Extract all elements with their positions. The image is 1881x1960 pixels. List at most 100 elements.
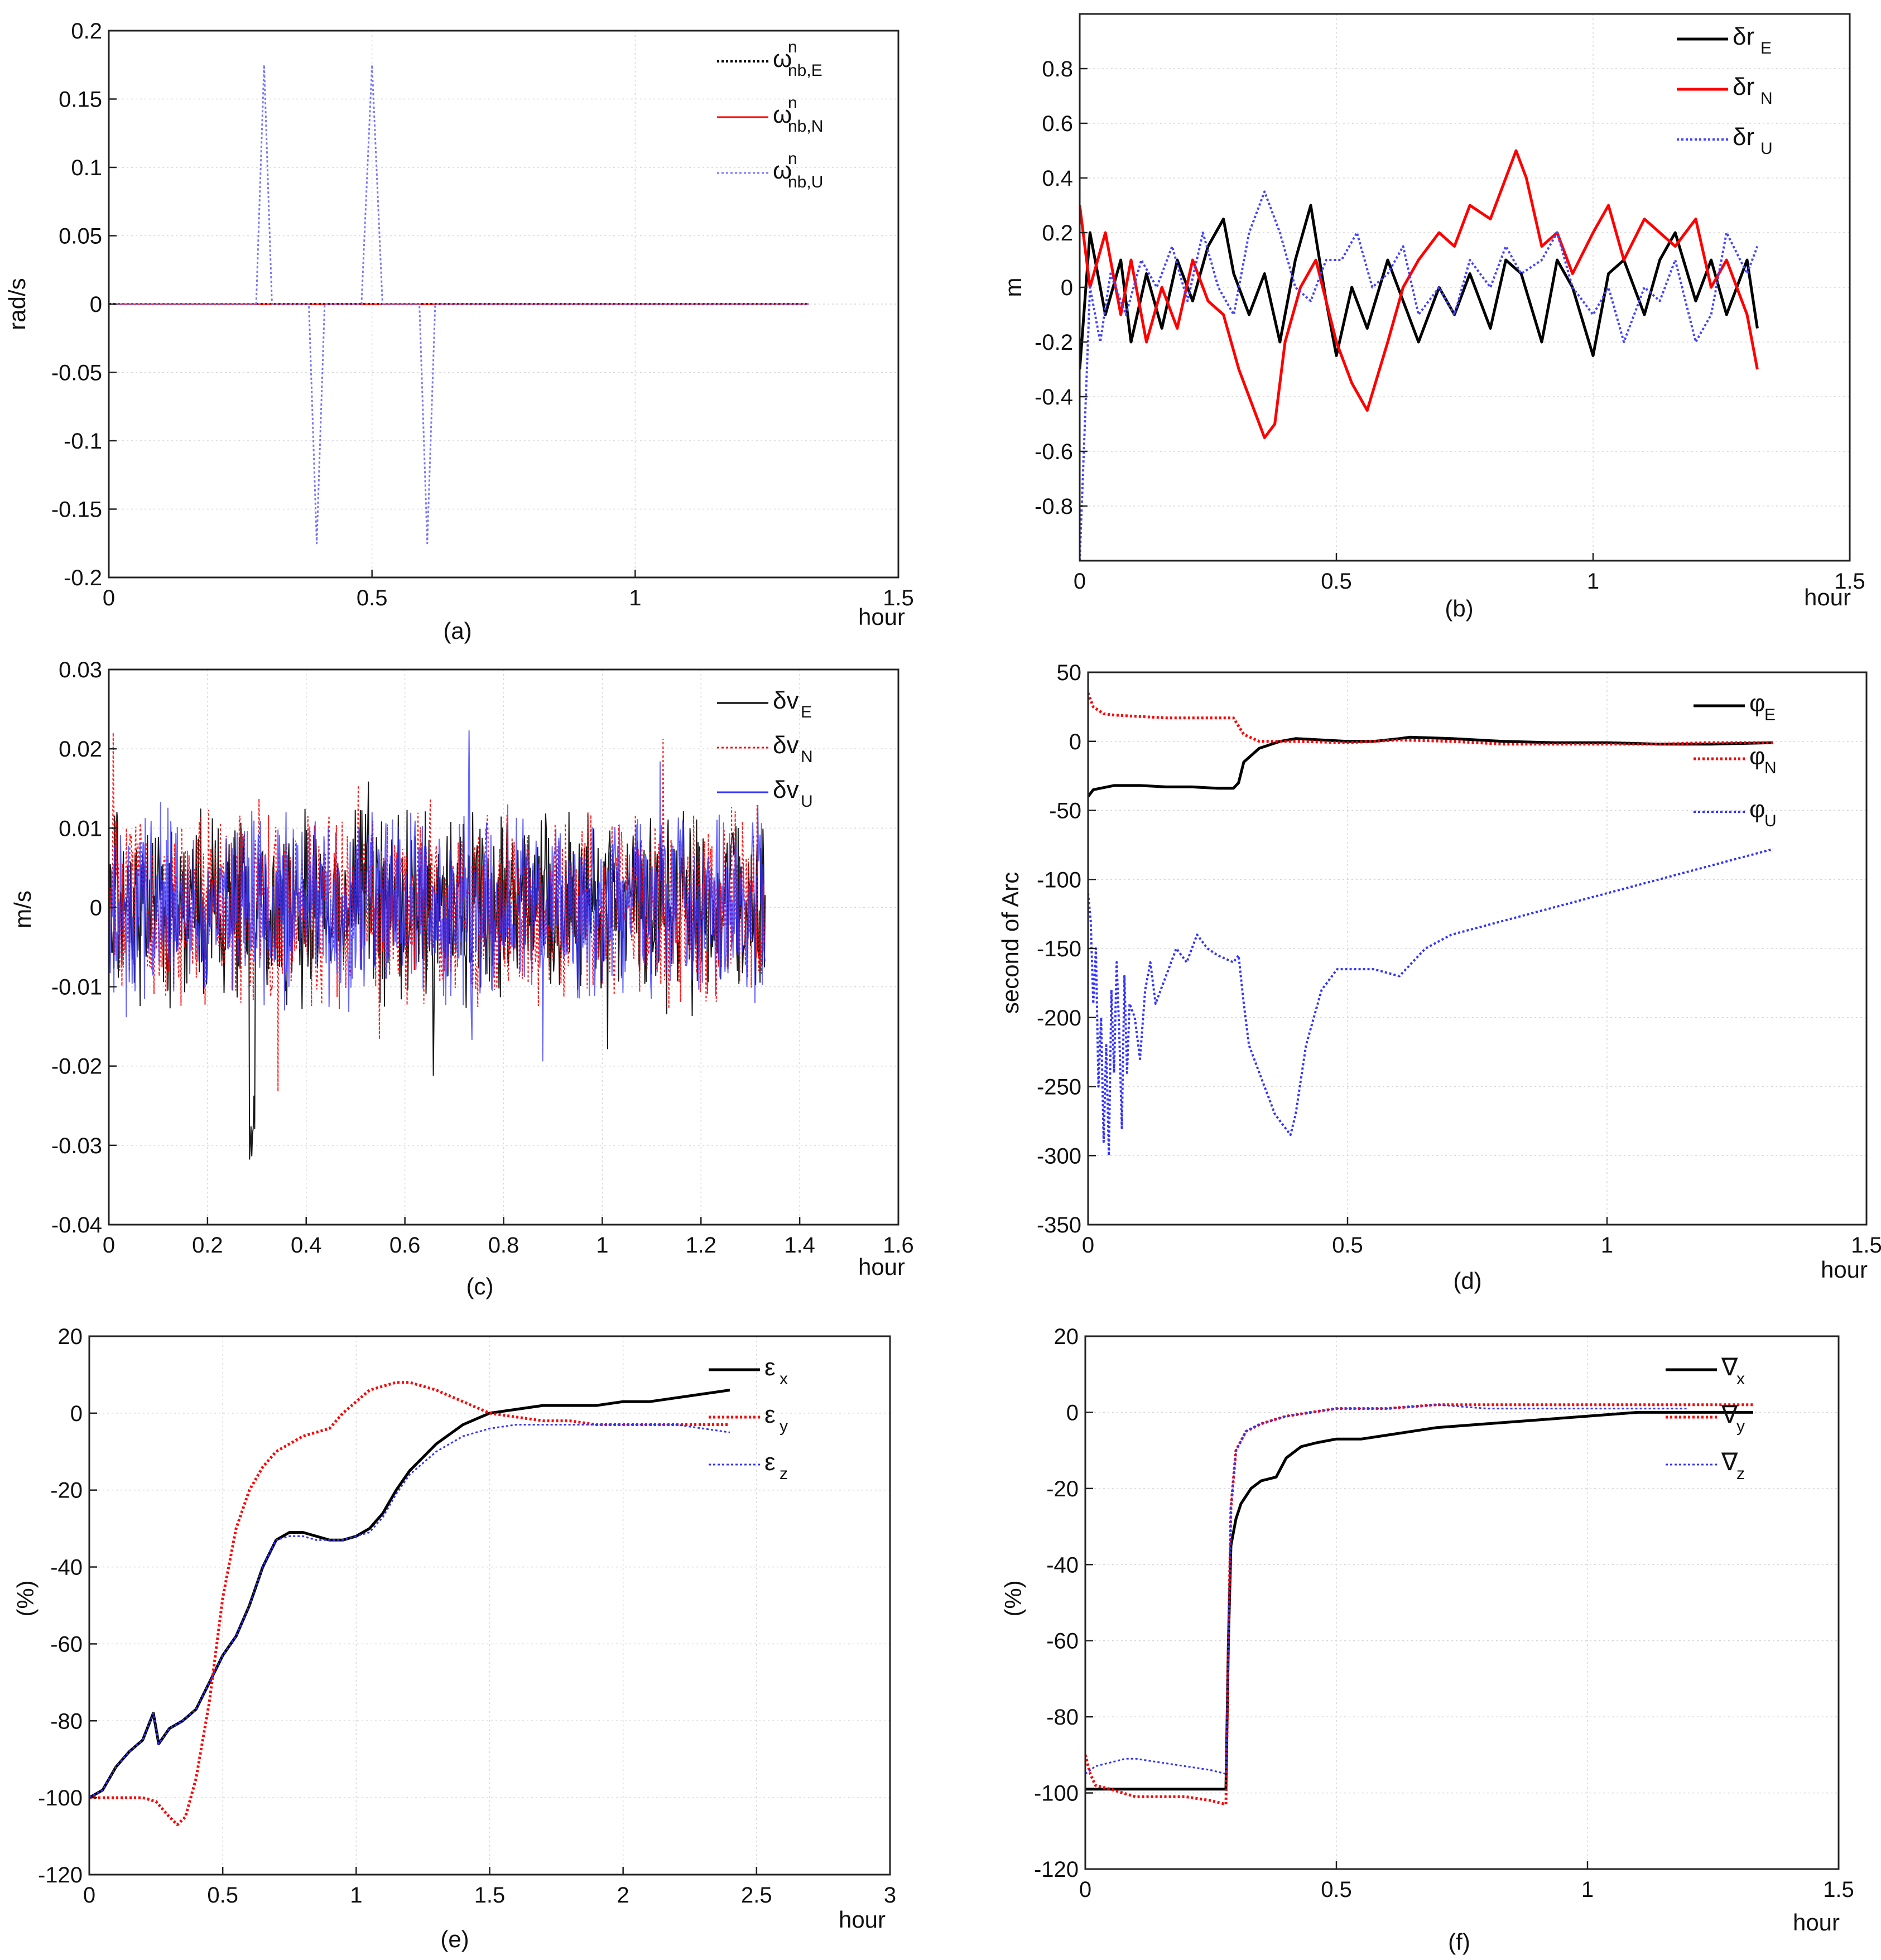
y-tick-label: 0: [90, 292, 102, 317]
y-tick-label: -200: [1037, 1006, 1081, 1030]
y-tick-label: -100: [38, 1786, 83, 1810]
plot-area-f: [1085, 1403, 1753, 1806]
y-tick-label: -120: [1034, 1857, 1079, 1882]
series-line-U: [1080, 190, 1759, 561]
y-tick-label: 0.15: [59, 88, 102, 112]
y-tick-label: -0.6: [1035, 440, 1073, 464]
y-tick-label: -40: [1046, 1553, 1079, 1577]
x-tick-label: 0.6: [389, 1233, 421, 1258]
x-tick-label: 0: [103, 1233, 115, 1258]
x-tick-label: 0.2: [192, 1233, 223, 1258]
y-tick-label: -0.04: [51, 1213, 102, 1237]
y-axis-label: second of Arc: [997, 872, 1023, 1014]
x-tick-label: 1: [629, 586, 641, 610]
legend-entry: δr N: [1733, 73, 1773, 108]
legend-entry: ωn nb,U: [773, 150, 823, 191]
series-line-z: [89, 1424, 730, 1799]
y-tick-label: 0: [1061, 276, 1073, 300]
panel-caption: (b): [1445, 595, 1473, 622]
y-tick-label: -0.8: [1035, 494, 1073, 519]
legend-entry: ∇x: [1721, 1354, 1745, 1388]
legend: δr E δr N δr U: [1677, 23, 1773, 158]
y-tick-label: -250: [1037, 1075, 1081, 1100]
y-tick-label: -0.15: [51, 498, 102, 522]
y-tick-label: -100: [1037, 868, 1081, 892]
x-tick-label: 0.5: [207, 1883, 238, 1908]
panel-caption: (d): [1453, 1268, 1481, 1294]
y-tick-label: 0.02: [59, 737, 102, 762]
plot-area-e: [89, 1381, 730, 1826]
y-tick-label: -60: [50, 1632, 83, 1656]
legend: ωn nb,E ωn nb,N ωn nb,U: [717, 38, 823, 191]
y-tick-label: 0.2: [71, 19, 102, 44]
y-tick-label: -0.02: [51, 1054, 102, 1079]
y-tick-label: 0.01: [59, 816, 102, 841]
x-axis-label: hour: [1821, 1256, 1868, 1283]
y-tick-label: -300: [1037, 1144, 1081, 1168]
legend-entry: δv U: [773, 776, 813, 811]
y-axis-label: m: [1000, 278, 1026, 297]
x-tick-label: 0: [103, 586, 115, 610]
x-tick-label: 2: [617, 1883, 629, 1908]
x-tick-label: 1.2: [685, 1233, 716, 1258]
y-axis-label: (%): [12, 1580, 39, 1616]
y-tick-label: -150: [1037, 937, 1081, 961]
x-tick-label: 1: [350, 1883, 362, 1908]
series-line-E: [109, 781, 766, 1160]
panel-b: 0 0.5 1 1.5 -0.8 -0.6 -0.4 -0.2 0 0.2 0.4 0.6 0.8 hou…: [1000, 13, 1865, 622]
legend-entry: ∇z: [1721, 1448, 1745, 1483]
y-tick-label: -0.01: [51, 975, 102, 1000]
x-tick-label: 0.5: [357, 586, 388, 610]
y-tick-label: -40: [50, 1556, 83, 1580]
y-tick-label: 0: [1066, 1400, 1079, 1425]
x-tick-label: 1.5: [1823, 1877, 1854, 1902]
series-line-N: [1080, 149, 1759, 439]
plot-area-a: [109, 64, 809, 545]
plot-area-b: [1080, 149, 1759, 561]
x-tick-label: 1.5: [1834, 569, 1865, 594]
panel-e: 0 0.5 1 1.5 2 2.5 3 -120 -100 -80 -60 -40 -20 0 20 hour…: [12, 1325, 896, 1952]
y-axis-label: (%): [1000, 1580, 1026, 1616]
y-tick-label: 0.2: [1042, 221, 1073, 245]
y-tick-label: 0.1: [71, 156, 102, 180]
series-line-E: [1088, 735, 1773, 798]
x-tick-label: 1.4: [784, 1233, 815, 1258]
y-tick-label: 20: [1054, 1325, 1079, 1349]
x-axis-label: hour: [839, 1906, 886, 1933]
panel-f: 0 0.5 1 1.5 -120 -100 -80 -60 -40 -20 0 20 hour (%) (f…: [1000, 1325, 1854, 1955]
y-tick-label: -0.2: [64, 566, 102, 590]
series-line-E: [1080, 204, 1759, 370]
x-tick-label: 0: [1079, 1877, 1091, 1902]
legend: φE φN φU: [1694, 690, 1777, 830]
y-tick-label: 0.6: [1042, 112, 1073, 136]
plot-area-d: [1088, 692, 1774, 1157]
y-tick-label: -80: [50, 1709, 83, 1733]
legend-entry: δv E: [773, 687, 812, 721]
legend-entry: φE: [1749, 690, 1776, 724]
y-tick-label: -0.4: [1035, 385, 1073, 410]
panel-caption: (e): [440, 1926, 469, 1952]
x-axis-label: hour: [1793, 1909, 1840, 1935]
x-axis-label: hour: [1804, 584, 1851, 610]
x-tick-label: 1.5: [1851, 1233, 1881, 1258]
y-tick-label: 0.05: [59, 224, 102, 249]
y-tick-label: -120: [38, 1863, 83, 1887]
y-tick-label: -100: [1034, 1781, 1079, 1806]
x-tick-label: 1: [1587, 569, 1599, 594]
x-tick-label: 0.4: [291, 1233, 322, 1258]
y-tick-label: 0.4: [1042, 166, 1073, 191]
x-tick-label: 3: [884, 1883, 896, 1908]
x-tick-label: 0: [1082, 1233, 1094, 1258]
x-tick-label: 1.5: [474, 1883, 506, 1908]
legend-entry: ωn nb,N: [773, 94, 823, 136]
y-tick-label: -80: [1046, 1705, 1079, 1730]
y-tick-label: -60: [1046, 1629, 1079, 1654]
legend-entry: δv N: [773, 731, 813, 766]
y-tick-label: 20: [58, 1325, 83, 1349]
series-line-y: [89, 1381, 730, 1826]
y-tick-label: -350: [1037, 1213, 1081, 1237]
x-tick-label: 2.5: [741, 1883, 772, 1908]
